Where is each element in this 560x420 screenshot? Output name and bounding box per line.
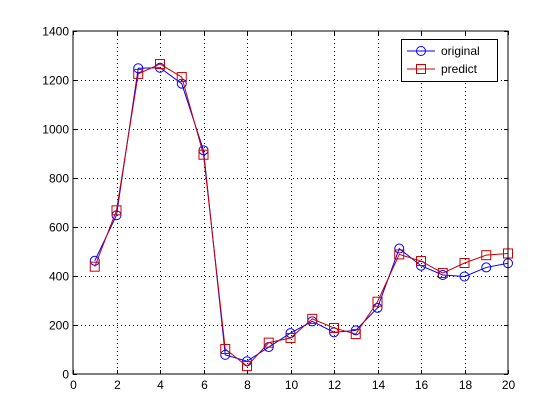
grid-lines — [73, 31, 508, 374]
x-tick-label: 6 — [201, 378, 208, 392]
y-tick-label: 400 — [49, 270, 69, 284]
legend: original predict — [401, 39, 498, 82]
x-tick-label: 8 — [244, 378, 251, 392]
data-point-predict — [263, 337, 274, 348]
data-point-original — [394, 243, 405, 254]
plot-area — [73, 31, 508, 374]
y-tick-label: 800 — [49, 172, 69, 186]
data-point-predict — [176, 72, 187, 83]
data-point-predict — [394, 249, 405, 260]
data-point-original — [481, 262, 492, 273]
x-tick-label: 0 — [70, 378, 77, 392]
y-tick-label: 0 — [62, 368, 69, 382]
data-point-predict — [155, 59, 165, 70]
y-tick-label: 1200 — [42, 74, 69, 88]
legend-marker-predict — [416, 64, 426, 74]
x-tick-label: 18 — [459, 378, 473, 392]
x-tick-label: 4 — [157, 378, 164, 392]
series-line-predict — [94, 63, 509, 367]
data-point-predict — [111, 205, 122, 216]
legend-marker-original — [416, 46, 426, 56]
x-tick-label: 14 — [372, 378, 386, 392]
y-tick-label: 1400 — [42, 25, 69, 39]
data-point-predict — [372, 296, 383, 307]
data-point-predict — [329, 322, 339, 333]
data-point-predict — [459, 258, 470, 269]
legend-box — [401, 39, 498, 82]
y-tick-label: 1000 — [42, 123, 69, 137]
data-point-predict — [307, 313, 318, 324]
y-tick-label: 200 — [49, 319, 69, 333]
legend-label-predict: predict — [441, 62, 478, 76]
x-tick-label: 10 — [285, 378, 299, 392]
data-point-original — [176, 78, 187, 89]
data-point-predict — [89, 261, 100, 272]
plot-frame — [72, 30, 509, 375]
axes: 0 2 4 6 8 10 12 14 16 18 2002004006008001000120014… — [42, 25, 515, 393]
x-tick-label: 20 — [502, 378, 516, 392]
data-point-original — [133, 63, 144, 74]
data-point-predict — [481, 250, 492, 261]
data-point-predict — [133, 68, 144, 79]
y-tick-label: 600 — [49, 221, 69, 235]
data-point-predict — [220, 344, 231, 355]
data-point-original — [220, 349, 231, 360]
data-point-predict — [285, 332, 296, 343]
data-point-original — [459, 271, 470, 282]
data-point-predict — [437, 268, 448, 279]
data-point-predict — [350, 329, 361, 340]
data-point-predict — [416, 256, 426, 267]
x-tick-label: 2 — [114, 378, 121, 392]
legend-label-original: original — [441, 44, 480, 58]
x-tick-label: 16 — [415, 378, 429, 392]
data-point-predict — [198, 149, 209, 160]
x-tick-label: 12 — [328, 378, 342, 392]
